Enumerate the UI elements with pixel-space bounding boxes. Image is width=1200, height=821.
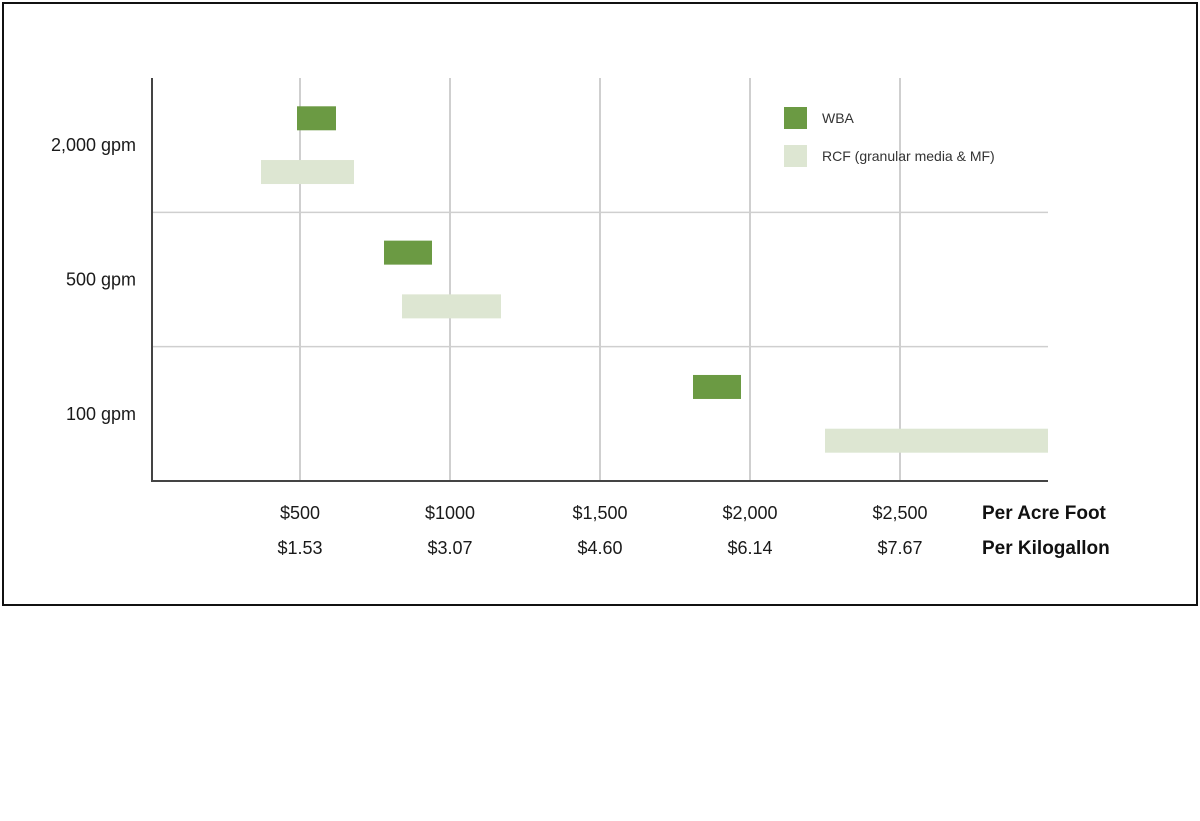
category-label-0: 2,000 gpm — [51, 135, 136, 155]
legend-label-wba: WBA — [822, 110, 855, 126]
tick-label-kilogallon-0: $1.53 — [277, 538, 322, 558]
labels: 2,000 gpm 500 gpm 100 gpm $500 $1.53 $1000 $3.… — [51, 135, 1110, 559]
tick-label-acre-foot-1: $1000 — [425, 503, 475, 523]
tick-label-kilogallon-4: $7.67 — [877, 538, 922, 558]
grid-lines — [152, 78, 1048, 481]
tick-label-acre-foot-2: $1,500 — [572, 503, 627, 523]
legend: WBA RCF (granular media & MF) — [784, 107, 995, 167]
legend-swatch-rcf — [784, 145, 807, 167]
bar-rcf-2 — [825, 428, 1048, 453]
legend-label-rcf: RCF (granular media & MF) — [822, 148, 995, 164]
bar-wba-2 — [693, 374, 741, 399]
range-bars — [261, 106, 1048, 453]
tick-label-kilogallon-3: $6.14 — [727, 538, 772, 558]
bar-rcf-0 — [261, 160, 354, 185]
bar-rcf-1 — [402, 294, 501, 319]
axis-title-kilogallon: Per Kilogallon — [982, 538, 1110, 559]
bar-wba-1 — [384, 240, 432, 265]
tick-label-acre-foot-0: $500 — [280, 503, 320, 523]
category-label-2: 100 gpm — [66, 404, 136, 424]
axes — [151, 78, 1048, 482]
tick-label-kilogallon-1: $3.07 — [427, 538, 472, 558]
bar-wba-0 — [297, 106, 336, 131]
axis-title-acre-foot: Per Acre Foot — [982, 503, 1107, 524]
tick-label-acre-foot-3: $2,000 — [722, 503, 777, 523]
category-label-1: 500 gpm — [66, 270, 136, 290]
tick-label-acre-foot-4: $2,500 — [872, 503, 927, 523]
tick-label-kilogallon-2: $4.60 — [577, 538, 622, 558]
legend-swatch-wba — [784, 107, 807, 129]
